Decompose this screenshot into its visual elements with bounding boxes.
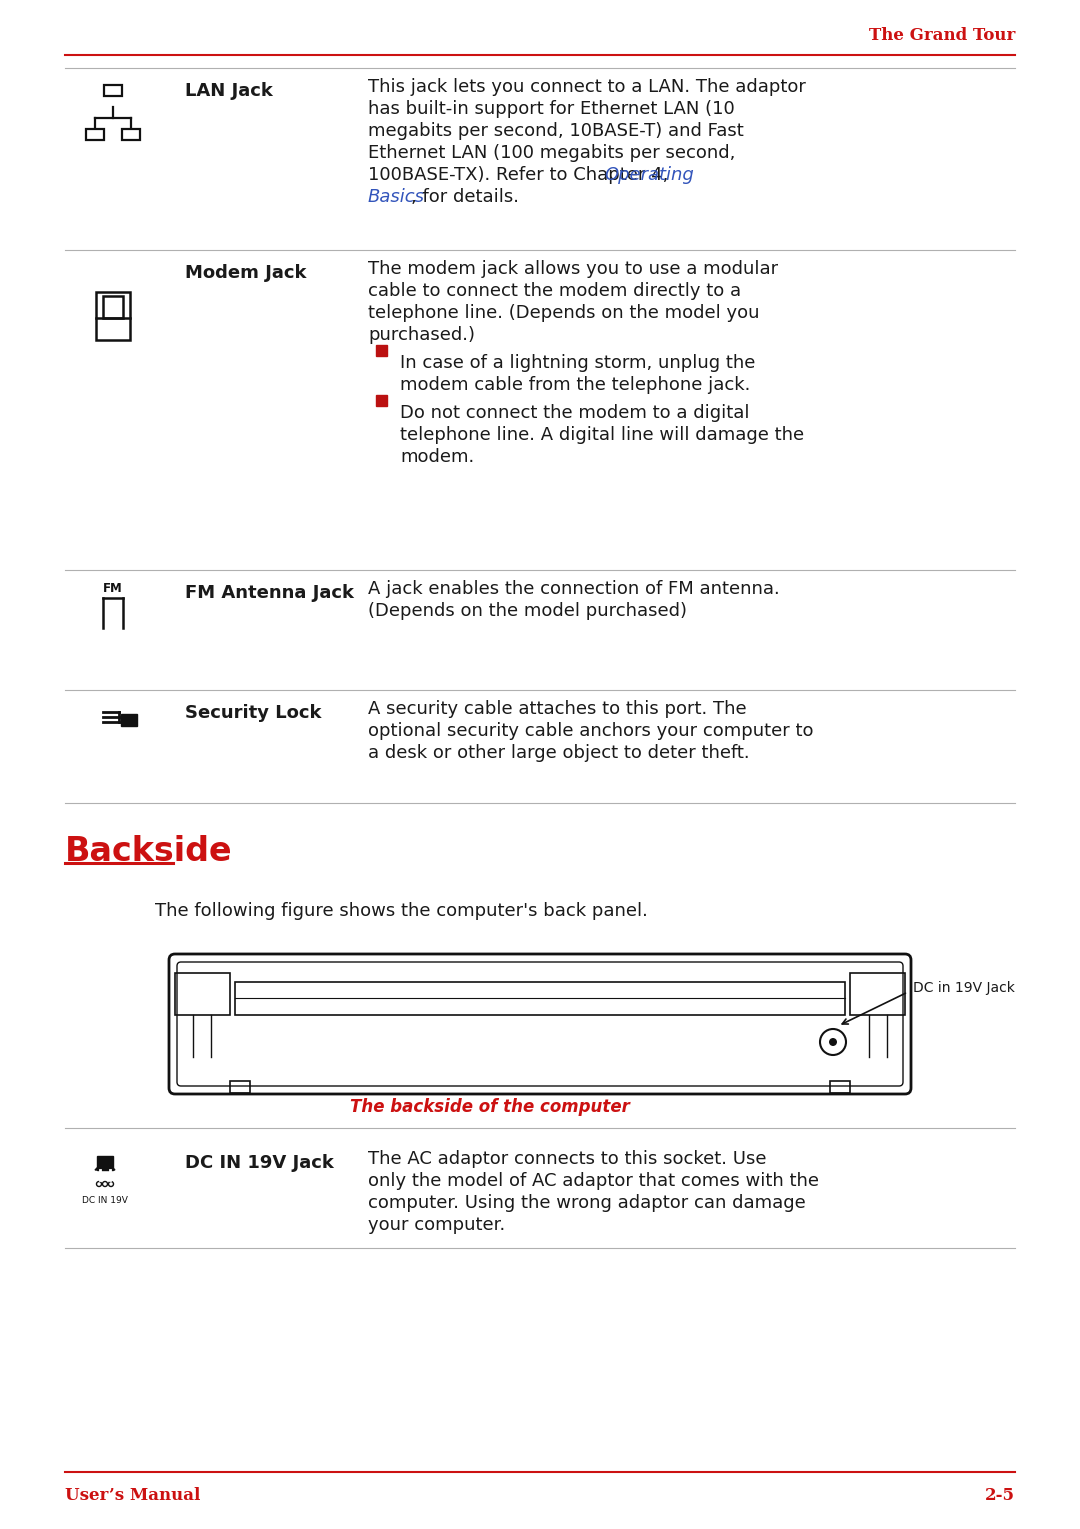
Text: modem.: modem. [400,448,474,466]
Text: 100BASE-TX). Refer to Chapter 4,: 100BASE-TX). Refer to Chapter 4, [368,167,674,183]
Text: Ethernet LAN (100 megabits per second,: Ethernet LAN (100 megabits per second, [368,144,735,162]
Text: The Grand Tour: The Grand Tour [868,28,1015,44]
Text: , for details.: , for details. [410,188,518,206]
Bar [850,972,905,1015]
Text: A jack enables the connection of FM antenna.: A jack enables the connection of FM ante… [368,579,780,598]
Bar [97,1156,113,1170]
Text: computer. Using the wrong adaptor can damage: computer. Using the wrong adaptor can da… [368,1194,806,1212]
Bar [86,128,104,141]
Text: Modem Jack: Modem Jack [185,265,307,281]
Text: your computer.: your computer. [368,1216,505,1234]
Text: has built-in support for Ethernet LAN (10: has built-in support for Ethernet LAN (1… [368,99,734,118]
Bar [235,982,845,1015]
Text: optional security cable anchors your computer to: optional security cable anchors your com… [368,722,813,740]
Text: purchased.): purchased.) [368,326,475,344]
Text: cable to connect the modem directly to a: cable to connect the modem directly to a [368,281,741,300]
Bar [376,394,387,407]
Circle shape [829,1038,837,1046]
Text: telephone line. A digital line will damage the: telephone line. A digital line will dama… [400,427,805,443]
Text: a desk or other large object to deter theft.: a desk or other large object to deter th… [368,745,750,761]
Text: The backside of the computer: The backside of the computer [350,1098,630,1116]
Bar [230,1081,249,1093]
Text: modem cable from the telephone jack.: modem cable from the telephone jack. [400,376,751,394]
Text: 2-5: 2-5 [985,1486,1015,1503]
Text: FM: FM [103,583,123,595]
Text: The AC adaptor connects to this socket. Use: The AC adaptor connects to this socket. … [368,1150,767,1168]
Text: (Depends on the model purchased): (Depends on the model purchased) [368,602,687,619]
Bar [122,128,140,141]
Text: User’s Manual: User’s Manual [65,1486,201,1503]
Text: Do not connect the modem to a digital: Do not connect the modem to a digital [400,404,750,422]
Text: DC in 19V Jack: DC in 19V Jack [913,982,1015,995]
Text: FM Antenna Jack: FM Antenna Jack [185,584,354,602]
Text: The modem jack allows you to use a modular: The modem jack allows you to use a modul… [368,260,778,278]
Bar [831,1081,850,1093]
Bar [376,346,387,356]
Text: In case of a lightning storm, unplug the: In case of a lightning storm, unplug the [400,355,755,372]
Bar [175,972,230,1015]
Bar [104,86,122,96]
Text: Operating: Operating [604,167,693,183]
Text: This jack lets you connect to a LAN. The adaptor: This jack lets you connect to a LAN. The… [368,78,806,96]
Text: DC IN 19V: DC IN 19V [82,1196,127,1205]
Text: Backside: Backside [65,835,232,868]
Text: LAN Jack: LAN Jack [185,83,273,99]
Text: The following figure shows the computer's back panel.: The following figure shows the computer'… [156,902,648,920]
Text: megabits per second, 10BASE-T) and Fast: megabits per second, 10BASE-T) and Fast [368,122,744,141]
Text: only the model of AC adaptor that comes with the: only the model of AC adaptor that comes … [368,1173,819,1190]
Bar [103,297,123,318]
Text: A security cable attaches to this port. The: A security cable attaches to this port. … [368,700,746,719]
Bar [121,714,137,726]
Polygon shape [95,1161,114,1170]
Bar [96,292,130,339]
Text: telephone line. (Depends on the model you: telephone line. (Depends on the model yo… [368,304,759,323]
Text: Security Lock: Security Lock [185,703,322,722]
Text: DC IN 19V Jack: DC IN 19V Jack [185,1154,334,1173]
Text: Basics: Basics [368,188,426,206]
